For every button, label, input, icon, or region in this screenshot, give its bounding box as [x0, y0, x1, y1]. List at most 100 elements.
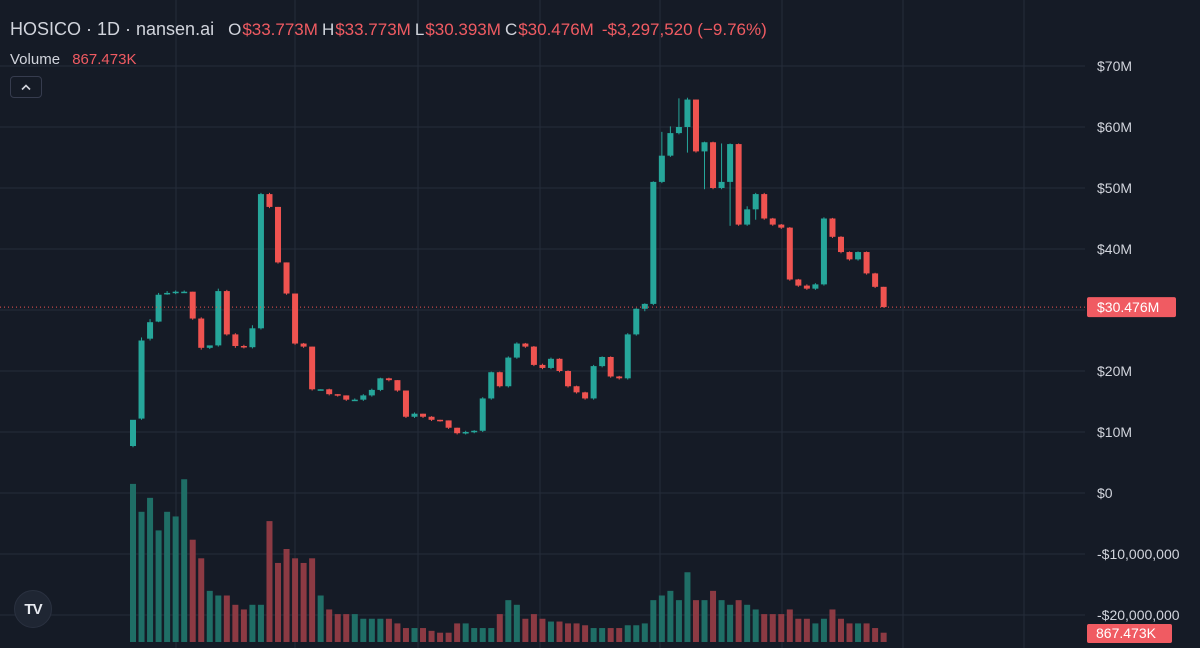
candle-body-38 — [454, 427, 461, 434]
candle-body-16 — [266, 194, 273, 207]
candle-body-12 — [232, 334, 239, 346]
candle-body-14 — [249, 328, 256, 348]
candle-body-79 — [803, 285, 810, 289]
volume-bar-80 — [812, 623, 819, 642]
last-volume-tag: 867.473K — [1087, 624, 1172, 643]
candle-body-10 — [215, 291, 222, 346]
candle-body-30 — [385, 378, 392, 381]
candle-body-81 — [820, 218, 827, 285]
volume-bar-21 — [309, 558, 316, 642]
candle-body-27 — [360, 395, 367, 400]
volume-bar-47 — [530, 614, 537, 642]
volume-bar-86 — [863, 623, 870, 642]
high-key: H — [321, 20, 335, 39]
candle-body-52 — [573, 386, 580, 393]
candle-body-35 — [428, 416, 435, 420]
volume-bar-82 — [829, 609, 836, 642]
candle-body-4 — [164, 292, 171, 295]
candle-body-62 — [658, 155, 665, 182]
candle-body-2 — [147, 322, 154, 339]
candle-body-57 — [616, 376, 623, 379]
candle-body-13 — [240, 345, 247, 348]
high-value: $33.773M — [335, 20, 411, 39]
candle-body-41 — [479, 398, 486, 431]
volume-bar-88 — [880, 632, 887, 642]
close-value: $30.476M — [518, 20, 594, 39]
candle-body-83 — [837, 236, 844, 253]
candle-body-55 — [599, 356, 606, 367]
candle-body-33 — [411, 413, 418, 417]
last-volume-tag-bg — [1087, 624, 1172, 643]
volume-bar-69 — [718, 600, 725, 642]
candle-body-34 — [420, 413, 427, 417]
volume-bar-36 — [437, 632, 444, 642]
volume-bar-52 — [573, 623, 580, 642]
collapse-legend-button[interactable] — [10, 76, 42, 98]
volume-bar-2 — [147, 497, 154, 642]
candle-body-42 — [488, 372, 495, 399]
last-price-label: $30.476M — [1097, 299, 1159, 315]
y-tick-label-2: $50M — [1097, 180, 1132, 196]
chevron-up-icon — [21, 84, 31, 91]
volume-bar-16 — [266, 521, 273, 642]
candle-body-26 — [351, 399, 358, 402]
candle-body-40 — [471, 430, 478, 433]
candle-body-3 — [155, 294, 162, 322]
candle-body-78 — [795, 279, 802, 286]
volume-bar-22 — [317, 595, 324, 642]
volume-bar-49 — [547, 621, 554, 642]
volume-bar-15 — [257, 604, 264, 642]
volume-bar-81 — [820, 618, 827, 642]
volume-bar-42 — [488, 628, 495, 642]
change-value: -$3,297,520 (−9.76%) — [601, 20, 767, 39]
volume-bar-43 — [496, 614, 503, 642]
volume-bar-3 — [155, 530, 162, 642]
candle-body-9 — [206, 345, 213, 348]
volume-bar-61 — [650, 600, 657, 642]
candle-body-51 — [565, 371, 572, 387]
volume-bar-31 — [394, 623, 401, 642]
volume-bar-73 — [752, 609, 759, 642]
price-axis[interactable]: $70M $60M $50M $40M $20M $10M $0 -$10,000,000 -$… — [1097, 58, 1180, 623]
volume-bar-75 — [769, 614, 776, 642]
candle-body-1 — [138, 340, 145, 419]
candle-body-70 — [727, 144, 734, 182]
candle-body-8 — [198, 318, 205, 348]
volume-bar-51 — [565, 623, 572, 642]
volume-bar-5 — [172, 516, 179, 642]
open-value: $33.773M — [242, 20, 318, 39]
y-tick-label-3: $40M — [1097, 241, 1132, 257]
volume-bar-18 — [283, 549, 290, 642]
volume-bar-44 — [505, 600, 512, 642]
volume-bar-25 — [343, 614, 350, 642]
tradingview-logo-icon[interactable]: TV — [14, 590, 52, 628]
volume-bar-35 — [428, 630, 435, 642]
candle-body-82 — [829, 218, 836, 237]
candlesticks — [130, 97, 887, 448]
candle-body-68 — [710, 142, 717, 188]
y-tick-label-7: -$10,000,000 — [1097, 546, 1180, 562]
volume-bar-64 — [675, 600, 682, 642]
volume-bar-74 — [761, 614, 768, 642]
candle-body-72 — [744, 209, 751, 225]
volume-bar-48 — [539, 618, 546, 642]
volume-bar-40 — [471, 628, 478, 642]
low-key: L — [414, 20, 425, 39]
candle-body-69 — [718, 181, 725, 188]
candle-body-87 — [872, 273, 879, 287]
candle-body-46 — [522, 343, 529, 347]
volume-bar-77 — [786, 609, 793, 642]
candle-body-39 — [462, 432, 469, 434]
volume-bar-1 — [138, 511, 145, 642]
candle-body-71 — [735, 144, 742, 225]
volume-label: Volume — [10, 51, 61, 68]
volume-value: 867.473K — [72, 51, 137, 68]
volume-bar-7 — [189, 539, 196, 642]
volume-bar-0 — [130, 483, 136, 642]
volume-bar-45 — [513, 604, 520, 642]
volume-bar-76 — [778, 614, 785, 642]
candle-body-24 — [334, 394, 341, 396]
candle-body-18 — [283, 262, 290, 294]
volume-bar-46 — [522, 618, 529, 642]
